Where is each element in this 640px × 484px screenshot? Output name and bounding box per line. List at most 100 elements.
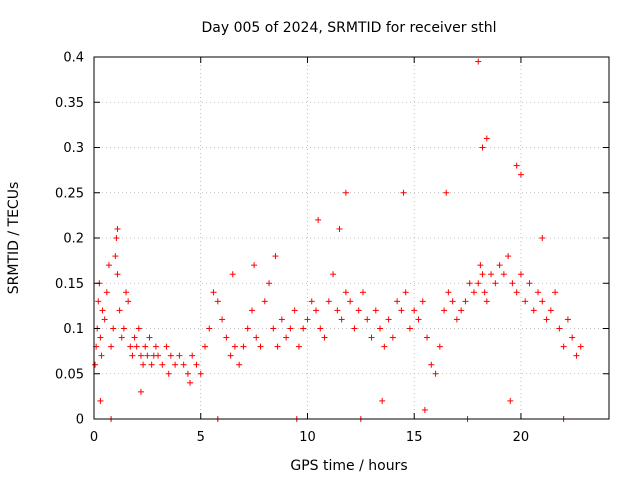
data-point	[236, 361, 243, 368]
y-axis-label: SRMTID / TECUs	[6, 182, 22, 295]
data-point	[342, 189, 349, 196]
data-point	[475, 280, 482, 287]
data-point	[398, 307, 405, 314]
y-tick-label: 0.4	[63, 51, 84, 66]
data-point	[317, 325, 324, 332]
y-tick-label: 0	[76, 413, 84, 428]
data-point	[432, 370, 439, 377]
data-point	[505, 253, 512, 260]
data-point	[248, 307, 255, 314]
data-point	[573, 352, 580, 359]
data-point	[441, 307, 448, 314]
data-point	[313, 307, 320, 314]
data-point	[421, 406, 428, 413]
data-point	[569, 334, 576, 341]
data-point	[385, 316, 392, 323]
data-point	[500, 271, 507, 278]
data-point	[223, 334, 230, 341]
data-point	[257, 343, 264, 350]
x-tick-label: 5	[197, 430, 205, 445]
data-point	[253, 334, 260, 341]
data-point	[189, 352, 196, 359]
data-point	[229, 271, 236, 278]
y-tick-label: 0.2	[63, 232, 84, 247]
data-point	[539, 235, 546, 241]
data-point	[526, 280, 533, 287]
data-point	[492, 280, 499, 287]
data-point	[291, 307, 298, 314]
data-point	[445, 289, 452, 296]
data-point	[308, 298, 315, 305]
data-point	[295, 343, 302, 350]
y-tick-label: 0.05	[55, 367, 84, 382]
x-tick-label: 20	[513, 430, 530, 445]
data-point	[142, 343, 149, 350]
data-point	[535, 289, 542, 296]
x-tick-label: 10	[299, 430, 316, 445]
data-point	[187, 379, 194, 386]
data-point	[101, 316, 108, 323]
data-point	[227, 352, 234, 359]
data-point	[336, 225, 343, 232]
data-point	[274, 343, 281, 350]
data-point	[458, 307, 465, 314]
data-point	[543, 316, 550, 323]
data-point	[479, 271, 486, 278]
data-point	[436, 343, 443, 350]
data-point	[577, 343, 584, 350]
data-point	[406, 325, 413, 332]
data-point	[206, 325, 213, 332]
y-tick-label: 0.35	[55, 96, 84, 111]
data-point	[488, 271, 495, 278]
data-point	[355, 307, 362, 314]
data-point	[449, 298, 456, 305]
data-point	[530, 307, 537, 314]
data-point	[415, 316, 422, 323]
data-point	[163, 343, 170, 350]
data-point	[155, 352, 162, 359]
data-point	[159, 361, 166, 368]
data-point	[148, 361, 155, 368]
data-point	[118, 334, 125, 341]
data-point	[251, 262, 258, 269]
data-point	[219, 316, 226, 323]
y-tick-label: 0.3	[63, 141, 84, 156]
data-point	[272, 253, 279, 260]
data-point	[283, 334, 290, 341]
data-point	[133, 343, 140, 350]
data-point	[108, 343, 115, 350]
data-point	[140, 361, 147, 368]
data-point	[97, 334, 104, 341]
data-point	[184, 370, 191, 377]
data-point	[400, 189, 407, 196]
data-point	[125, 298, 132, 305]
data-point	[114, 225, 121, 232]
data-point	[556, 325, 563, 332]
data-point	[110, 325, 117, 332]
data-point	[513, 289, 520, 296]
data-point	[419, 298, 426, 305]
data-point	[240, 343, 247, 350]
data-point	[560, 343, 567, 350]
data-point	[321, 334, 328, 341]
data-point	[135, 325, 142, 332]
data-point	[479, 144, 486, 151]
data-point	[97, 397, 104, 404]
data-point	[564, 316, 571, 323]
data-point	[300, 325, 307, 332]
data-point	[304, 316, 311, 323]
data-point	[424, 334, 431, 341]
data-point	[176, 352, 183, 359]
data-point	[137, 352, 144, 359]
data-point	[483, 135, 490, 142]
data-point	[193, 361, 200, 368]
data-point	[428, 361, 435, 368]
data-point	[144, 352, 151, 359]
data-point	[402, 289, 409, 296]
data-point	[325, 298, 332, 305]
data-point	[372, 307, 379, 314]
y-tick-label: 0.1	[63, 322, 84, 337]
data-point	[146, 334, 153, 341]
